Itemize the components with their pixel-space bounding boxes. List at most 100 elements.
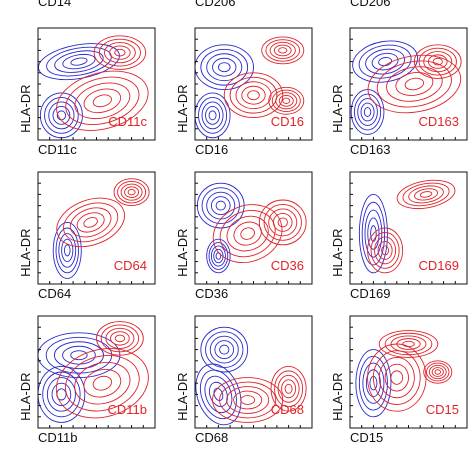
contour <box>277 374 300 403</box>
contour <box>53 341 104 370</box>
contour <box>58 233 77 268</box>
contour <box>408 185 444 204</box>
contour <box>208 110 217 121</box>
contour <box>268 208 298 237</box>
contours <box>350 40 462 135</box>
contour <box>233 390 263 410</box>
contour <box>113 178 150 207</box>
contour <box>367 227 404 274</box>
marker-label: CD169 <box>419 258 459 273</box>
contour <box>56 197 125 248</box>
contour <box>69 207 112 238</box>
contour <box>358 355 388 411</box>
contour <box>217 62 231 73</box>
contour <box>229 76 278 114</box>
x-axis-label: CD64 <box>38 286 71 301</box>
panel: HLA-DR CD169 CD169 <box>330 171 468 301</box>
contour <box>46 377 76 412</box>
panel: HLA-DR CD163 CD163 <box>330 27 468 157</box>
contour <box>241 85 266 105</box>
contour <box>74 361 131 405</box>
contour <box>55 348 149 419</box>
contour <box>419 191 433 198</box>
contour <box>212 204 283 263</box>
contour <box>282 97 291 104</box>
contour <box>92 94 112 108</box>
contour <box>210 196 231 216</box>
contour <box>365 48 406 75</box>
contour <box>38 365 86 423</box>
x-axis-label: CD163 <box>350 142 390 157</box>
contour <box>247 90 260 101</box>
marker-label: CD64 <box>114 258 147 273</box>
x-axis-label: CD11b <box>38 430 78 445</box>
contour <box>284 383 293 394</box>
contours <box>195 36 305 139</box>
contour <box>70 350 88 361</box>
y-axis-label: HLA-DR <box>18 84 33 132</box>
contour <box>46 46 112 77</box>
contour <box>278 94 294 107</box>
contour <box>353 93 382 131</box>
contour <box>195 92 231 139</box>
contour <box>93 35 147 70</box>
contour <box>201 187 240 224</box>
contour <box>76 212 105 233</box>
panel: HLA-DR CD11c CD11c <box>18 27 156 157</box>
panel: HLA-DR CD15 CD15 <box>330 315 468 445</box>
contour <box>396 179 456 210</box>
contour <box>426 362 450 382</box>
contour <box>378 57 393 67</box>
contour <box>199 369 237 420</box>
contour <box>434 369 442 375</box>
contour <box>428 364 447 380</box>
x-axis-label: CD11c <box>38 142 77 157</box>
marker-label: CD163 <box>419 114 459 129</box>
contour <box>215 200 226 211</box>
contour <box>377 240 393 260</box>
contour <box>263 204 302 241</box>
marker-label: CD36 <box>271 258 304 273</box>
y-axis-label: HLA-DR <box>175 84 190 132</box>
contour <box>109 45 131 60</box>
contour <box>233 221 262 246</box>
contour <box>61 238 74 263</box>
contour <box>219 344 230 355</box>
contour <box>275 92 298 110</box>
x-axis-label: CD36 <box>195 286 228 301</box>
contour <box>127 189 136 196</box>
contour <box>200 326 249 373</box>
contour <box>272 212 293 232</box>
contour <box>384 332 433 356</box>
contour <box>70 57 88 66</box>
contour <box>281 379 297 399</box>
contour <box>427 54 448 69</box>
contour <box>413 44 462 79</box>
contour <box>374 236 397 265</box>
contour <box>204 375 233 414</box>
contour <box>124 186 140 198</box>
contour <box>120 183 143 201</box>
contour <box>278 47 288 54</box>
contour <box>212 57 237 77</box>
contour <box>271 89 301 113</box>
contour <box>54 50 104 73</box>
contour <box>74 82 131 120</box>
contours <box>196 182 307 274</box>
contour <box>261 36 305 65</box>
marker-label: CD15 <box>426 402 459 417</box>
contour <box>363 107 372 117</box>
contour <box>265 39 301 62</box>
contours <box>38 321 149 423</box>
contour <box>352 40 419 83</box>
contour <box>378 330 439 358</box>
contour <box>63 244 71 257</box>
contours <box>38 35 149 139</box>
contour <box>367 217 380 250</box>
contour <box>355 349 392 418</box>
panel: HLA-DR CD11b CD11b <box>18 315 156 445</box>
contour <box>201 101 224 130</box>
marker-label: CD11c <box>108 114 147 129</box>
panel: HLA-DR CD64 CD64 <box>18 171 156 301</box>
contour <box>404 77 425 91</box>
